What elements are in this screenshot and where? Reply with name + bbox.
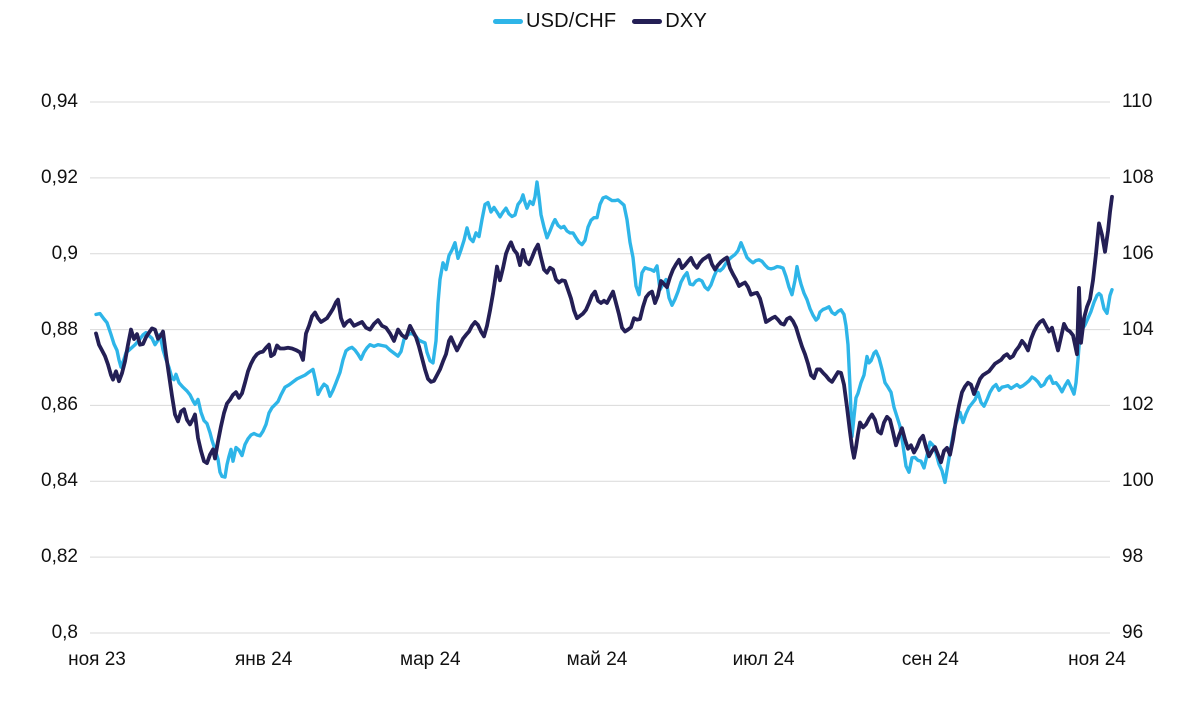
- y-right-tick: 98: [1122, 546, 1144, 568]
- y-right-tick: 100: [1122, 470, 1154, 492]
- y-right-tick: 102: [1122, 394, 1154, 416]
- y-left-tick: 0,84: [41, 470, 78, 492]
- y-left-tick: 0,8: [51, 622, 78, 643]
- legend-item-dxy: DXY: [632, 10, 707, 33]
- legend-label-dxy: DXY: [665, 10, 708, 32]
- y-right-tick: 104: [1122, 318, 1154, 340]
- y-right-tick: 96: [1122, 622, 1144, 643]
- y-left-tick: 0,82: [41, 546, 78, 568]
- x-tick: ноя 23: [68, 649, 126, 670]
- series-line-usdchf: [94, 180, 1114, 485]
- y-left-tick: 0,94: [41, 91, 78, 112]
- x-tick: сен 24: [901, 649, 959, 670]
- usdchf-line-swatch-icon: [492, 19, 523, 24]
- y-right-tick: 106: [1122, 242, 1154, 264]
- series-line-dxy: [94, 194, 1114, 466]
- x-tick: янв 24: [235, 649, 293, 670]
- y-left-tick: 0,9: [51, 242, 78, 264]
- x-tick: ноя 24: [1068, 649, 1126, 670]
- y-left-tick: 0,92: [41, 166, 78, 188]
- x-tick: май 24: [566, 649, 628, 670]
- y-left-tick: 0,88: [41, 318, 78, 340]
- x-tick: июл 24: [732, 649, 795, 670]
- dxy-line-swatch-icon: [632, 19, 663, 24]
- legend-item-usdchf: USD/CHF: [492, 10, 617, 33]
- y-left-tick: 0,86: [41, 394, 78, 416]
- y-right-tick: 110: [1122, 91, 1153, 112]
- y-right-tick: 108: [1122, 166, 1154, 188]
- legend: USD/CHF DXY: [0, 10, 1200, 33]
- legend-label-usdchf: USD/CHF: [525, 10, 617, 32]
- x-tick: мар 24: [400, 649, 461, 670]
